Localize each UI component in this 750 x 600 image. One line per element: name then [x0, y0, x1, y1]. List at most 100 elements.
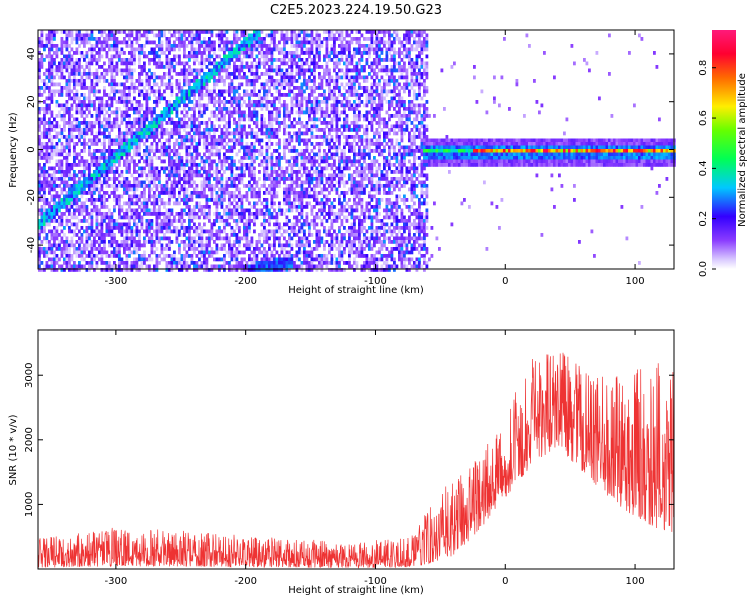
heatmap-cell	[75, 250, 79, 255]
heatmap-cell	[263, 180, 266, 185]
heatmap-cell	[200, 58, 204, 62]
heatmap-cell	[148, 180, 151, 185]
heatmap-cell	[88, 121, 91, 125]
heatmap-cell	[200, 40, 204, 45]
heatmap-cell	[210, 191, 214, 195]
heatmap-cell	[40, 145, 44, 150]
heatmap-cell	[240, 135, 244, 139]
heatmap-cell	[150, 121, 154, 125]
heatmap-cell	[270, 58, 274, 62]
heatmap-cell	[130, 100, 134, 104]
heatmap-cell	[48, 79, 51, 83]
heatmap-cell	[115, 187, 119, 192]
heatmap-cell	[178, 219, 181, 223]
heatmap-cell	[305, 96, 309, 101]
heatmap-cell	[90, 152, 94, 157]
heatmap-cell	[118, 208, 121, 213]
heatmap-cell	[58, 170, 61, 174]
heatmap-cell	[148, 166, 151, 171]
heatmap-cell	[68, 75, 71, 80]
heatmap-cell	[158, 30, 161, 34]
heatmap-cell	[298, 54, 301, 59]
heatmap-cell	[250, 89, 254, 94]
heatmap-cell	[45, 240, 49, 244]
heatmap-cell	[80, 201, 84, 206]
heatmap-cell	[65, 215, 69, 220]
heatmap-cell	[253, 75, 256, 80]
heatmap-cell	[220, 37, 224, 41]
heatmap-cell	[195, 117, 199, 122]
heatmap-cell	[50, 93, 54, 97]
heatmap-cell	[230, 257, 234, 262]
heatmap-cell	[133, 96, 136, 101]
heatmap-cell	[155, 184, 159, 188]
heatmap-cell	[150, 194, 154, 199]
heatmap-cell	[215, 149, 219, 153]
heatmap-cell	[208, 93, 211, 97]
heatmap-cell	[265, 82, 269, 87]
heatmap-cell	[125, 110, 129, 115]
heatmap-cell	[40, 152, 44, 157]
heatmap-cell	[238, 166, 241, 171]
heatmap-cell	[50, 250, 54, 255]
heatmap-cell	[60, 166, 64, 171]
heatmap-cell	[83, 247, 86, 251]
heatmap-cell	[235, 89, 239, 94]
heatmap-cell	[150, 219, 154, 223]
heatmap-cell	[288, 72, 291, 76]
heatmap-cell	[190, 68, 194, 73]
heatmap-cell	[150, 166, 154, 171]
heatmap-cell	[53, 149, 56, 153]
heatmap-cell	[90, 44, 94, 48]
heatmap-cell	[160, 149, 164, 153]
heatmap-cell	[183, 243, 186, 248]
heatmap-cell	[250, 72, 254, 76]
heatmap-cell	[183, 187, 186, 192]
heatmap-cell	[233, 180, 236, 185]
heatmap-cell	[160, 187, 164, 192]
heatmap-cell	[175, 79, 179, 83]
heatmap-cell	[218, 96, 221, 101]
heatmap-cell	[300, 51, 304, 55]
heatmap-cell	[155, 103, 159, 108]
heatmap-cell	[70, 184, 74, 188]
heatmap-cell	[198, 173, 201, 178]
heatmap-cell	[95, 156, 99, 160]
heatmap-cell	[50, 145, 54, 150]
heatmap-cell	[253, 30, 256, 34]
heatmap-cell	[68, 138, 71, 143]
heatmap-cell	[175, 44, 179, 48]
heatmap-cell	[125, 124, 129, 129]
heatmap-cell	[48, 257, 51, 262]
heatmap-cell	[55, 124, 59, 129]
heatmap-cell	[168, 68, 171, 73]
heatmap-cell	[253, 159, 256, 164]
heatmap-cell	[98, 166, 101, 171]
heatmap-cell	[290, 68, 294, 73]
heatmap-cell	[290, 187, 294, 192]
heatmap-cell	[113, 261, 116, 265]
heatmap-cell	[125, 86, 129, 90]
heatmap-cell	[40, 58, 44, 62]
heatmap-cell	[65, 254, 69, 258]
heatmap-cell	[110, 124, 114, 129]
heatmap-cell	[175, 110, 179, 115]
heatmap-cell	[228, 201, 231, 206]
heatmap-cell	[115, 149, 119, 153]
heatmap-cell	[228, 198, 231, 202]
heatmap-cell	[68, 128, 71, 132]
heatmap-cell	[165, 166, 169, 171]
heatmap-cell	[78, 247, 81, 251]
heatmap-cell	[143, 170, 146, 174]
heatmap-cell	[103, 131, 106, 136]
heatmap-cell	[265, 166, 269, 171]
heatmap-cell	[148, 264, 151, 269]
heatmap-cell	[210, 264, 214, 269]
heatmap-cell	[123, 163, 126, 167]
heatmap-cell	[175, 163, 179, 167]
heatmap-cell	[283, 254, 286, 258]
heatmap-cell	[255, 208, 259, 213]
heatmap-cell	[60, 173, 64, 178]
heatmap-cell	[133, 243, 136, 248]
heatmap-cell	[85, 54, 89, 59]
